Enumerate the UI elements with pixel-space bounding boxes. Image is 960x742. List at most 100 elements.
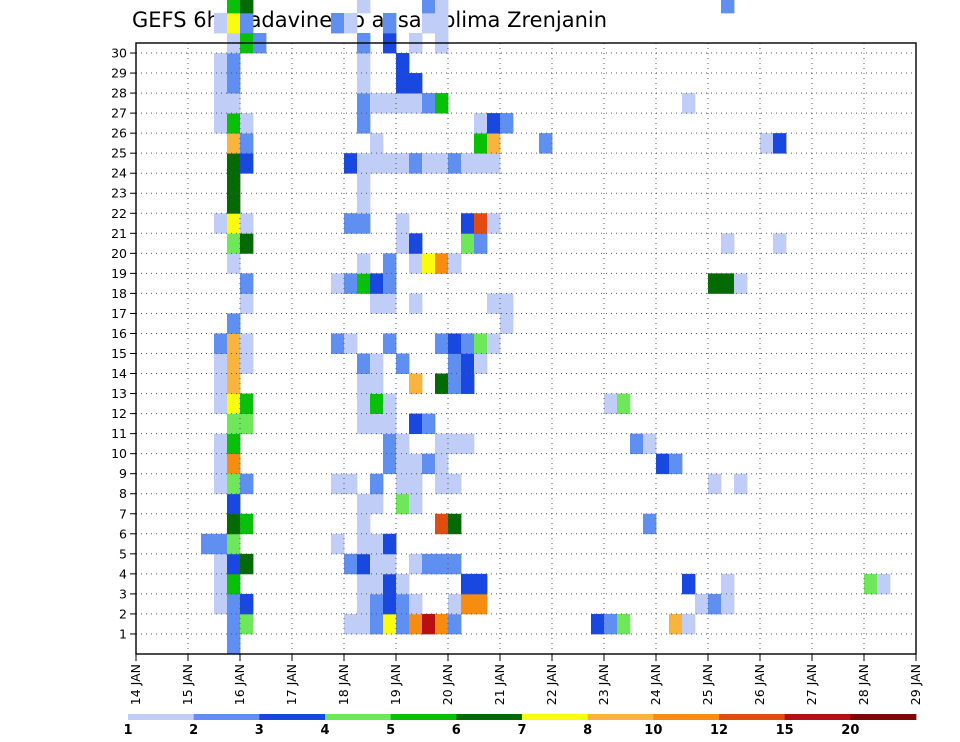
heatmap-cell	[643, 513, 657, 535]
heatmap-cell	[474, 153, 488, 174]
heatmap-cell	[357, 153, 371, 174]
heatmap-cell	[240, 273, 254, 294]
y-tick-label: 17	[111, 306, 127, 321]
y-tick-label: 9	[119, 466, 127, 481]
colorbar-label: 4	[320, 723, 329, 738]
heatmap-cell	[422, 153, 436, 174]
heatmap-cell	[435, 433, 449, 455]
heatmap-cell	[214, 453, 228, 475]
heatmap-cell	[214, 593, 228, 615]
heatmap-cell	[383, 273, 397, 294]
heatmap-cell	[695, 593, 709, 615]
heatmap-cell	[396, 53, 410, 74]
heatmap-cell	[669, 613, 683, 635]
y-tick-label: 25	[111, 146, 127, 161]
heatmap-cell	[370, 273, 384, 294]
heatmap-cell	[214, 573, 228, 595]
heatmap-cell	[383, 253, 397, 274]
y-tick-label: 10	[111, 446, 127, 461]
x-tick-label: 29 JAN	[908, 664, 923, 705]
heatmap-cell	[227, 93, 241, 114]
heatmap-cell	[682, 93, 696, 114]
colorbar-legend: 1 2 3 4 5 6 7 8 10 12 15 20	[123, 714, 917, 738]
x-tick-label: 15 JAN	[180, 664, 195, 705]
heatmap-cell	[357, 613, 371, 635]
heatmap-cell	[214, 73, 228, 94]
y-tick-label: 11	[111, 426, 127, 441]
heatmap-cell	[435, 473, 449, 495]
heatmap-cell	[396, 353, 410, 374]
y-tick-label: 29	[111, 66, 127, 81]
heatmap-cell	[240, 593, 254, 615]
heatmap-cell	[435, 0, 449, 14]
heatmap-cell	[357, 193, 371, 214]
heatmap-cell	[344, 553, 358, 575]
heatmap-cell	[331, 12, 345, 34]
heatmap-cell	[331, 533, 345, 555]
x-tick-label: 19 JAN	[388, 664, 403, 705]
heatmap-cell	[708, 473, 722, 495]
x-tick-label: 28 JAN	[856, 664, 871, 705]
heatmap-cell	[396, 213, 410, 234]
heatmap-cell	[383, 12, 397, 34]
heatmap-cell	[370, 133, 384, 154]
heatmap-cell	[240, 413, 254, 435]
heatmap-cell	[344, 613, 358, 635]
heatmap-cell	[448, 153, 462, 174]
heatmap-cell	[448, 473, 462, 495]
y-tick-label: 5	[119, 546, 127, 561]
y-tick-label: 15	[111, 346, 127, 361]
y-tick-label: 18	[111, 286, 127, 301]
heatmap-cell	[227, 0, 241, 14]
heatmap-cell	[344, 12, 358, 34]
heatmap-cell	[487, 293, 501, 314]
heatmap-cell	[227, 253, 241, 274]
heatmap-cell	[370, 153, 384, 174]
heatmap-cell	[227, 313, 241, 334]
heatmap-cell	[240, 133, 254, 154]
heatmap-cell	[396, 233, 410, 254]
heatmap-cell	[370, 93, 384, 114]
heatmap-cell	[422, 453, 436, 475]
heatmap-cell	[344, 333, 358, 354]
heatmap-cell	[409, 373, 423, 394]
heatmap-cell	[227, 53, 241, 74]
heatmap-cell	[773, 233, 787, 254]
y-tick-label: 2	[119, 606, 127, 621]
heatmap-cell	[487, 333, 501, 354]
heatmap-cell	[500, 293, 514, 314]
y-tick-label: 26	[111, 126, 127, 141]
x-tick-label: 24 JAN	[648, 664, 663, 705]
heatmap-cell	[370, 353, 384, 374]
heatmap-cell	[461, 373, 475, 394]
y-tick-label: 21	[111, 226, 127, 241]
heatmap-cell	[409, 493, 423, 515]
heatmap-cell	[409, 593, 423, 615]
heatmap-cell	[448, 593, 462, 615]
colorbar-label: 10	[644, 723, 662, 738]
heatmap-cell	[201, 533, 215, 555]
heatmap-cell	[409, 93, 423, 114]
x-tick-label: 18 JAN	[336, 664, 351, 705]
heatmap-cell	[461, 433, 475, 455]
heatmap-cell	[448, 333, 462, 354]
y-tick-label: 6	[119, 526, 127, 541]
heatmap-cell	[357, 73, 371, 94]
colorbar-swatch	[587, 714, 654, 720]
heatmap-cell	[370, 533, 384, 555]
x-tick-label: 27 JAN	[804, 664, 819, 705]
heatmap-cell	[227, 12, 241, 34]
heatmap-cell	[474, 353, 488, 374]
heatmap-cell	[383, 293, 397, 314]
heatmap-cell	[383, 413, 397, 435]
y-tick-label: 8	[119, 486, 127, 501]
heatmap-cell	[227, 193, 241, 214]
heatmap-cell	[357, 353, 371, 374]
heatmap-cell	[370, 593, 384, 615]
heatmap-cell	[357, 373, 371, 394]
y-tick-label: 23	[111, 186, 127, 201]
colorbar-label: 5	[386, 723, 395, 738]
heatmap-cell	[357, 413, 371, 435]
heatmap-cell	[461, 353, 475, 374]
heatmap-cell	[240, 353, 254, 374]
